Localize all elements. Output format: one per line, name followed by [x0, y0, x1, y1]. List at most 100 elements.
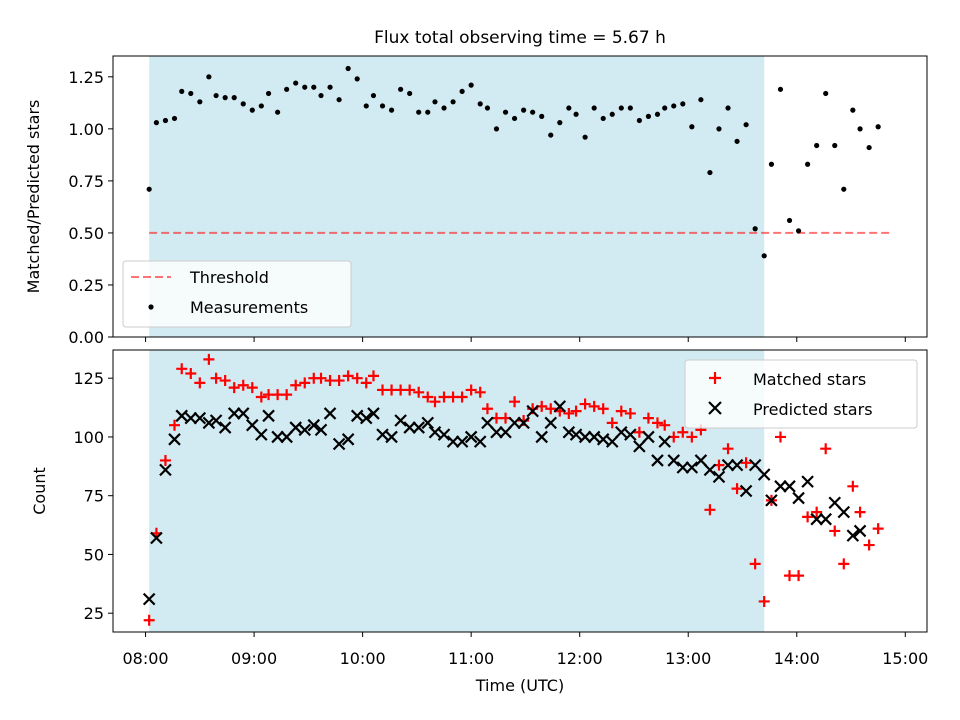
- matched-star-point: [143, 614, 155, 626]
- y-tick-label: 1.25: [68, 68, 104, 87]
- predicted-star-point: [446, 435, 460, 448]
- matched-star-point: [246, 382, 258, 394]
- matched-star-point: [872, 523, 884, 535]
- predicted-star-point: [323, 407, 337, 420]
- legend-box: [122, 260, 352, 328]
- measurement-point: [468, 82, 474, 88]
- matched-star-point: [793, 570, 805, 582]
- matched-star-point: [838, 558, 850, 570]
- measurement-point: [734, 138, 740, 144]
- matched-star-point: [159, 454, 171, 466]
- measurement-point: [502, 109, 509, 115]
- matched-star-point: [686, 431, 698, 443]
- x-tick-label: 10:00: [340, 649, 386, 668]
- predicted-star-point: [676, 461, 690, 474]
- measurement-point: [689, 124, 695, 130]
- predicted-star-point: [385, 430, 398, 444]
- matched-star-point: [219, 375, 231, 387]
- predicted-star-point: [651, 454, 664, 467]
- measurement-point: [671, 103, 677, 109]
- measurement-point: [354, 76, 360, 82]
- measurement-point: [814, 142, 820, 149]
- ratio-panel: 0.00 0.25 0.50 0.75 1.00 1.25 Matched/Predicte…: [24, 55, 928, 347]
- measurement-point: [213, 92, 219, 99]
- predicted-star-point: [481, 416, 494, 430]
- measurement-point: [179, 88, 185, 94]
- matched-star-point: [606, 417, 618, 429]
- measurement-point: [441, 105, 447, 111]
- matched-star-point: [413, 386, 425, 398]
- legend-measurement-swatch: [148, 304, 154, 310]
- matched-star-point: [829, 525, 841, 537]
- predicted-star-point: [332, 437, 346, 451]
- measurement-point: [786, 217, 793, 224]
- x-axis-label: Time (UTC): [475, 676, 564, 695]
- measurement-point: [477, 101, 483, 107]
- measurement-point: [231, 95, 237, 101]
- predicted-star-point: [227, 407, 241, 420]
- predicted-star-point: [307, 418, 321, 432]
- predicted-star-point: [846, 529, 860, 542]
- predicted-star-point: [587, 430, 601, 444]
- y-tick-label: 1.00: [68, 120, 104, 139]
- matched-star-point: [758, 595, 770, 607]
- measurement-point: [318, 92, 324, 99]
- measurement-point: [311, 84, 317, 90]
- measurement-point: [680, 101, 686, 107]
- y-tick-label: 25: [84, 604, 104, 623]
- measurement-point: [146, 186, 152, 192]
- measurement-point: [645, 113, 652, 119]
- matched-star-point: [545, 403, 557, 415]
- x-tick-label: 15:00: [882, 649, 928, 668]
- matched-star-point: [169, 419, 181, 431]
- measurement-point: [416, 109, 422, 115]
- matched-star-point: [281, 389, 293, 401]
- measurement-point: [591, 105, 597, 111]
- measurement-point: [197, 99, 203, 105]
- predicted-star-point: [218, 421, 232, 434]
- measurement-point: [249, 107, 255, 113]
- matched-star-point: [194, 377, 206, 389]
- measurement-point: [795, 228, 802, 234]
- measurement-point: [557, 120, 563, 126]
- measurement-point: [548, 132, 554, 138]
- predicted-star-point: [289, 421, 302, 434]
- predicted-star-point: [658, 435, 671, 448]
- measurement-point: [388, 107, 395, 113]
- matched-star-point: [863, 539, 875, 551]
- measurement-point: [188, 90, 194, 97]
- matched-star-point: [255, 391, 267, 403]
- predicted-star-point: [359, 411, 373, 425]
- predicted-star-point: [412, 421, 425, 434]
- predicted-star-point: [730, 458, 744, 472]
- measurement-point: [654, 111, 661, 117]
- x-tick-label: 14:00: [774, 649, 820, 668]
- predicted-star-point: [633, 440, 646, 453]
- count-panel: 25 50 75 100 125 Count 08:00 09:00 10:00 11:00 12:…: [30, 349, 928, 695]
- matched-star-point: [677, 426, 689, 438]
- predicted-star-point: [314, 423, 328, 437]
- predicted-star-point: [748, 458, 762, 472]
- predicted-star-point: [142, 592, 156, 606]
- measurement-point: [600, 115, 606, 122]
- matched-star-point: [774, 431, 786, 443]
- measurement-point: [153, 120, 160, 126]
- predicted-star-point: [739, 484, 753, 498]
- measurement-point: [336, 97, 342, 103]
- chart-title: Flux total observing time = 5.67 h: [374, 28, 666, 48]
- measurement-point: [752, 226, 758, 232]
- measurement-point: [573, 111, 579, 117]
- predicted-star-point: [615, 425, 628, 439]
- legend-matched-swatch: [709, 372, 721, 384]
- x-tick-label: 11:00: [448, 649, 494, 668]
- predicted-star-point: [801, 475, 814, 488]
- matched-star-point: [210, 372, 222, 384]
- predicted-star-point: [544, 416, 558, 430]
- matched-star-point: [404, 384, 416, 396]
- measurement-point: [275, 109, 281, 115]
- y-tick-label: 75: [84, 487, 104, 506]
- legend-predicted-swatch: [708, 401, 722, 415]
- y-tick-label: 100: [73, 428, 104, 447]
- legend: Threshold Measurements: [122, 260, 352, 328]
